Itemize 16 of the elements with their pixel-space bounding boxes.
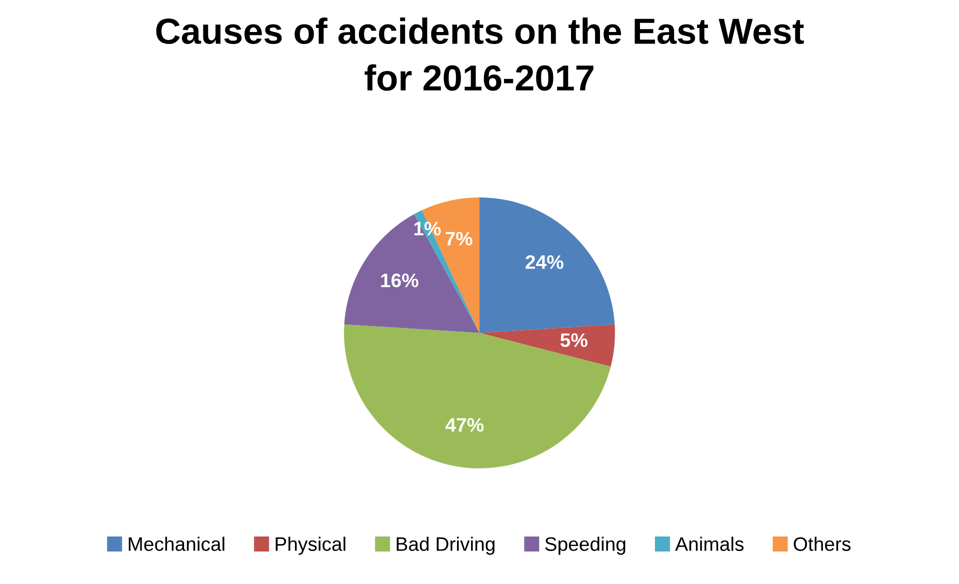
legend-label: Mechanical [128, 536, 224, 551]
data-label: 5% [560, 333, 588, 348]
legend-label: Physical [276, 536, 346, 555]
pie-slice [480, 197, 615, 333]
legend-label: Others [794, 536, 851, 551]
legend-label: Animals [675, 536, 744, 551]
legend-label: Speeding [545, 536, 626, 555]
data-label: 7% [446, 232, 472, 246]
data-label: 47% [446, 418, 484, 432]
chart-title: Causes of accidents on the East West for 2016-2017 [156, 18, 804, 91]
pie-slice [344, 324, 611, 468]
data-label: 24% [526, 255, 564, 269]
legend-label: Bad Driving [396, 536, 494, 555]
pie-slice [344, 214, 480, 333]
data-label: 16% [381, 274, 418, 288]
pie-slice [480, 324, 615, 367]
